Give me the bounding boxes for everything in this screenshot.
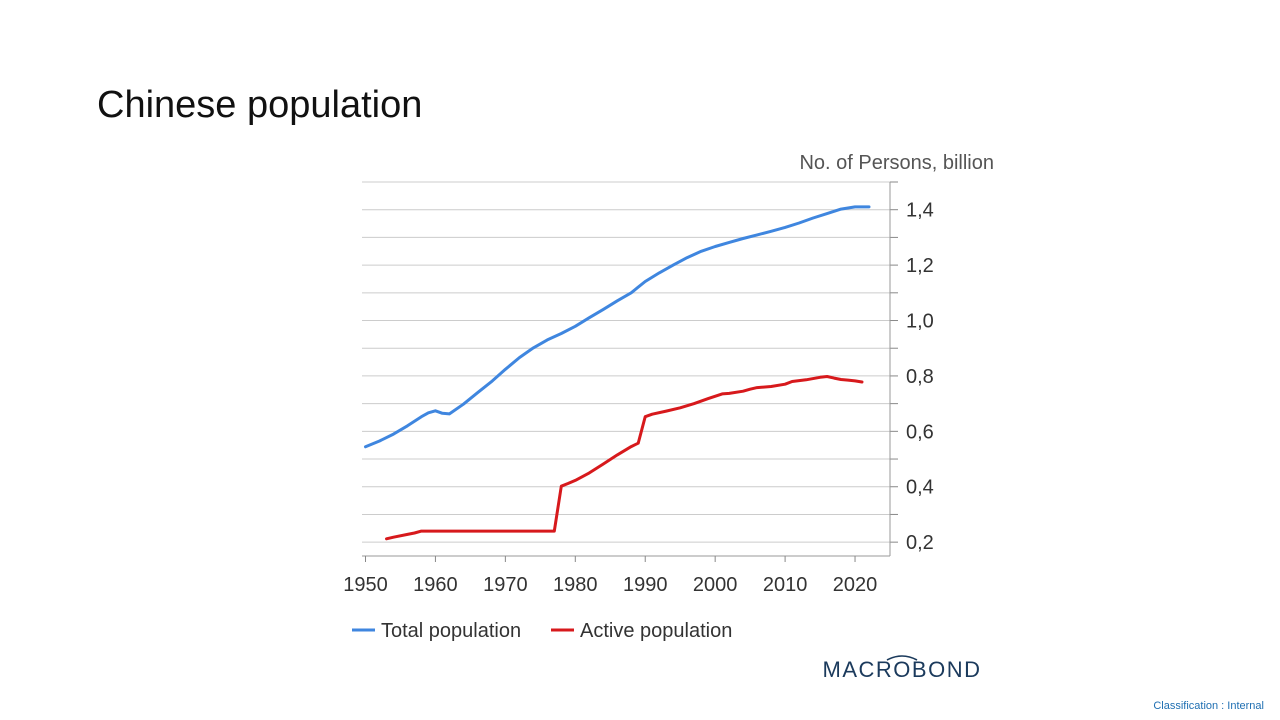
logo-text: MACROBOND [823,657,982,682]
y-tick-label: 1,2 [906,255,934,277]
y-tick-label: 1,0 [906,311,934,333]
y-tick-label: 0,8 [906,366,934,388]
y-tick-label: 0,6 [906,421,934,443]
legend-label: Active population [580,620,732,642]
logo-arc [886,655,918,661]
y-tick-label: 1,4 [906,200,934,222]
x-tick-label: 1990 [623,574,668,596]
axes: 0,2 0,4 0,6 0,8 1,0 1,2 1,4 1950 1960 1970 1980 199… [343,181,934,596]
y-tick-label: 0,2 [906,532,934,554]
x-tick-label: 1950 [343,574,388,596]
x-tick-label: 1970 [483,574,528,596]
x-tick-label: 2000 [693,574,738,596]
x-tick-label: 2010 [763,574,808,596]
legend-label: Total population [381,620,521,642]
x-tick-label: 1980 [553,574,598,596]
grid-lines [362,181,890,543]
slide-title: Chinese population [97,84,423,126]
series-line-total-population [364,205,871,449]
x-tick-label: 2020 [833,574,878,596]
classification-label: Classification : Internal [1153,700,1264,712]
legend: Total population Active population [352,620,732,642]
series-line-active-population [385,375,864,541]
y-axis-label: No. of Persons, billion [799,152,994,174]
x-tick-label: 1960 [413,574,458,596]
y-tick-label: 0,4 [906,477,934,499]
macrobond-logo: MACROBOND [823,655,982,682]
series-lines [364,205,871,541]
